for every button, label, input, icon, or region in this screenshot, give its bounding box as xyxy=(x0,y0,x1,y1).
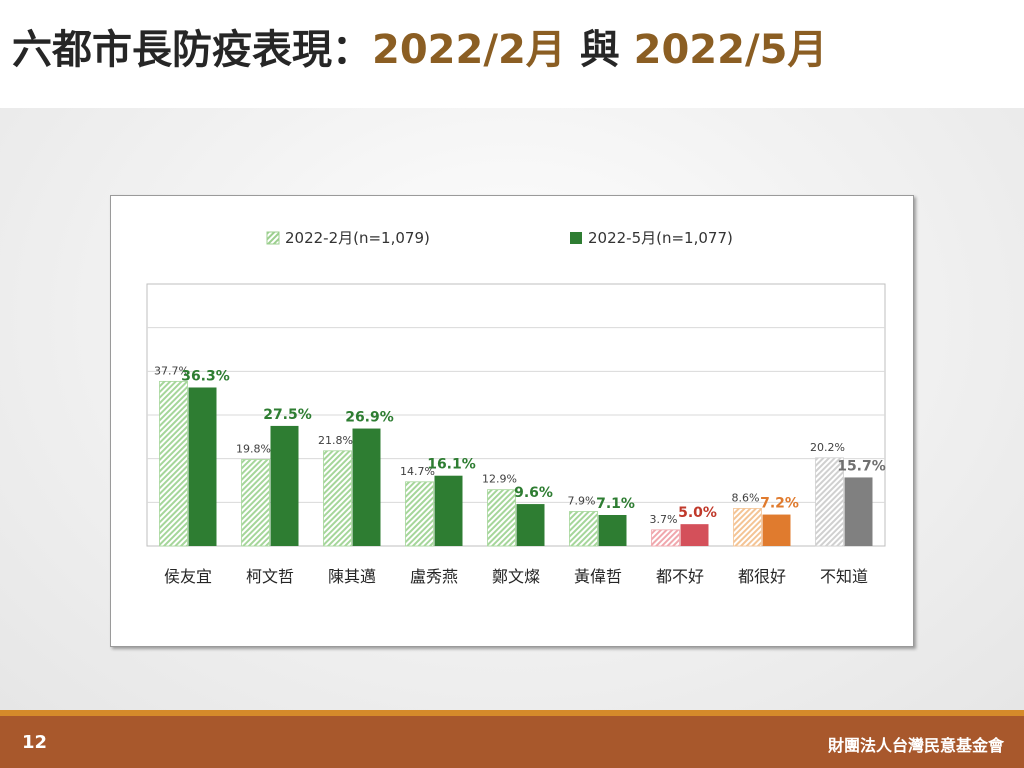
bar-2022-feb xyxy=(323,450,352,547)
category-label: 不知道 xyxy=(820,567,868,586)
bar-2022-feb xyxy=(733,508,762,547)
data-label-2022-feb: 12.9% xyxy=(482,473,517,486)
bar-2022-may xyxy=(598,514,627,546)
legend-label-2022-feb: 2022-2月(n=1,079) xyxy=(285,229,430,247)
bar-2022-feb xyxy=(405,481,434,547)
bar-2022-may xyxy=(844,477,873,546)
data-label-2022-feb: 3.7% xyxy=(650,513,678,526)
title-main: 六都市長防疫表現： xyxy=(12,27,372,73)
data-label-2022-feb: 37.7% xyxy=(154,364,189,377)
title-bar: 六都市長防疫表現：2022/2月 與 2022/5月 xyxy=(0,0,1024,108)
bar-chart: 2022-2月(n=1,079) 2022-5月(n=1,077) 37.7%36.… xyxy=(146,229,886,586)
data-label-2022-feb: 19.8% xyxy=(236,443,271,456)
data-label-2022-may: 26.9% xyxy=(345,410,394,426)
bar-2022-may xyxy=(680,524,709,546)
category-label: 都不好 xyxy=(656,567,704,586)
data-label-2022-may: 7.2% xyxy=(760,496,799,512)
category-label: 陳其邁 xyxy=(328,567,376,586)
page-number: 12 xyxy=(22,732,48,753)
category-label: 柯文哲 xyxy=(246,567,294,586)
category-label: 黃偉哲 xyxy=(574,567,622,586)
data-label-2022-feb: 20.2% xyxy=(810,441,845,454)
legend-label-2022-may: 2022-5月(n=1,077) xyxy=(588,229,733,247)
category-label: 盧秀燕 xyxy=(410,567,458,586)
category-label: 侯友宜 xyxy=(164,567,212,586)
data-label-2022-feb: 21.8% xyxy=(318,434,353,447)
category-label: 都很好 xyxy=(738,567,786,586)
bar-2022-feb xyxy=(815,457,844,547)
bar-2022-may xyxy=(516,504,545,546)
footer-bar: 12 財團法人台灣民意基金會 xyxy=(0,716,1024,768)
data-label-2022-feb: 7.9% xyxy=(568,495,596,508)
bar-2022-may xyxy=(270,425,299,546)
data-label-2022-may: 27.5% xyxy=(263,407,312,423)
bar-2022-feb xyxy=(569,511,598,547)
data-label-2022-may: 15.7% xyxy=(837,458,886,474)
bar-2022-feb xyxy=(651,529,680,547)
bar-2022-feb xyxy=(487,489,516,547)
data-label-2022-feb: 14.7% xyxy=(400,465,435,478)
data-label-2022-may: 9.6% xyxy=(514,485,553,501)
bar-2022-may xyxy=(352,428,381,546)
chart-panel: 2022-2月(n=1,079) 2022-5月(n=1,077) 37.7% 36.… xyxy=(110,195,914,647)
title-connector: 與 xyxy=(565,27,634,73)
bar-2022-may xyxy=(762,514,791,546)
title-date-2: 2022/5月 xyxy=(633,27,828,73)
footer-accent-line xyxy=(0,710,1024,716)
bar-2022-may xyxy=(188,387,217,546)
legend-swatch-2022-feb xyxy=(266,231,280,245)
bar-2022-feb xyxy=(159,380,188,547)
data-label-2022-may: 7.1% xyxy=(596,496,635,512)
bar-2022-feb xyxy=(241,459,270,547)
data-label-2022-may: 5.0% xyxy=(678,505,717,521)
data-label-2022-may: 16.1% xyxy=(427,457,476,473)
legend-swatch-2022-may xyxy=(570,232,582,244)
category-label: 鄭文燦 xyxy=(492,567,540,586)
page-title: 六都市長防疫表現：2022/2月 與 2022/5月 xyxy=(12,30,827,70)
title-date-1: 2022/2月 xyxy=(372,27,566,73)
data-label-2022-feb: 8.6% xyxy=(732,491,760,504)
bar-2022-may xyxy=(434,475,463,546)
data-label-2022-may: 36.3% xyxy=(181,368,230,384)
organization-name: 財團法人台灣民意基金會 xyxy=(827,736,1004,755)
